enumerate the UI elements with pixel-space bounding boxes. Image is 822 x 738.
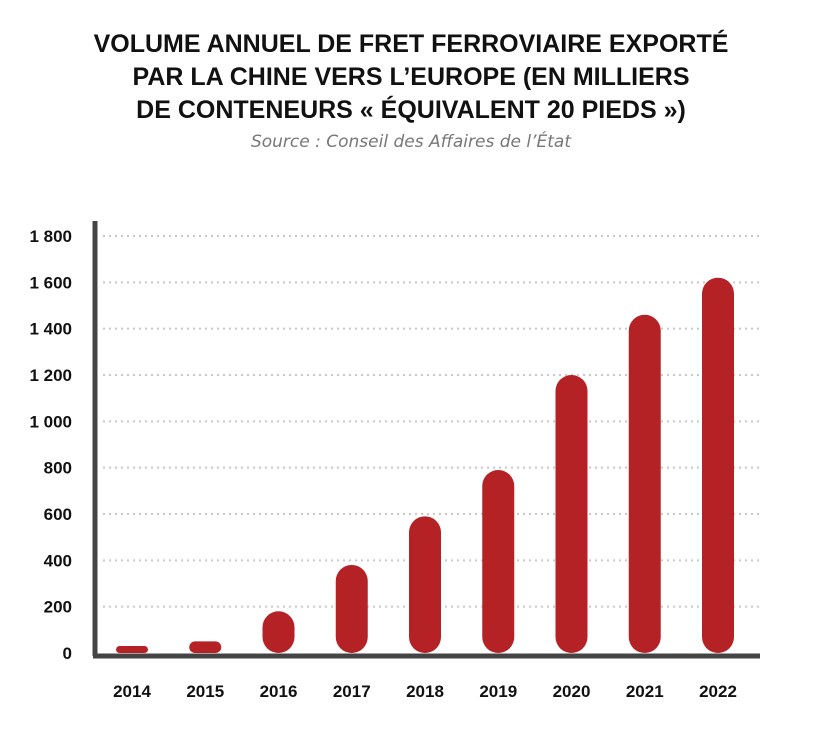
y-tick-label: 1 600 <box>29 273 72 292</box>
x-tick-label: 2019 <box>479 682 517 701</box>
bar-2021 <box>628 314 661 653</box>
x-tick-label: 2015 <box>186 682 224 701</box>
bar-2014 <box>116 646 148 653</box>
chart-title-line-1: VOLUME ANNUEL DE FRET FERROVIAIRE EXPORT… <box>93 30 729 58</box>
chart-title: VOLUME ANNUEL DE FRET FERROVIAIRE EXPORT… <box>0 28 822 127</box>
y-tick-label: 200 <box>44 598 72 617</box>
y-tick-label: 600 <box>44 505 72 524</box>
y-tick-labels: 0 200 400 600 800 1 000 1 200 1 400 1 600 1 800 <box>29 227 72 663</box>
x-tick-label: 2017 <box>333 682 371 701</box>
x-tick-label: 2014 <box>113 682 151 701</box>
chart-title-line-3: DE CONTENEURS « ÉQUIVALENT 20 PIEDS ») <box>136 96 686 124</box>
bar-2015 <box>189 641 222 653</box>
y-tick-label: 0 <box>63 644 72 663</box>
x-tick-label: 2022 <box>699 682 737 701</box>
x-tick-label: 2018 <box>406 682 444 701</box>
bar-2019 <box>482 469 515 653</box>
x-tick-label: 2020 <box>553 682 591 701</box>
x-tick-labels: 2014 2015 2016 2017 2018 2019 2020 2021 2022 <box>113 682 737 701</box>
bar-2016 <box>262 611 295 653</box>
bar-2018 <box>409 516 441 653</box>
bar-2020 <box>555 375 588 653</box>
y-tick-label: 1 800 <box>29 227 72 246</box>
bar-2017 <box>335 564 368 653</box>
axes <box>92 221 760 659</box>
y-tick-label: 1 000 <box>29 412 72 431</box>
y-tick-label: 800 <box>44 459 72 478</box>
chart-source: Source : Conseil des Affaires de l’État <box>250 132 572 152</box>
chart-title-line-2: PAR LA CHINE VERS L’EUROPE (EN MILLIERS <box>132 63 690 91</box>
bars <box>116 277 734 653</box>
y-tick-label: 400 <box>44 551 72 570</box>
y-tick-label: 1 200 <box>29 366 72 385</box>
x-tick-label: 2021 <box>626 682 664 701</box>
x-tick-label: 2016 <box>260 682 298 701</box>
y-tick-label: 1 400 <box>29 320 72 339</box>
bar-2022 <box>702 277 734 653</box>
